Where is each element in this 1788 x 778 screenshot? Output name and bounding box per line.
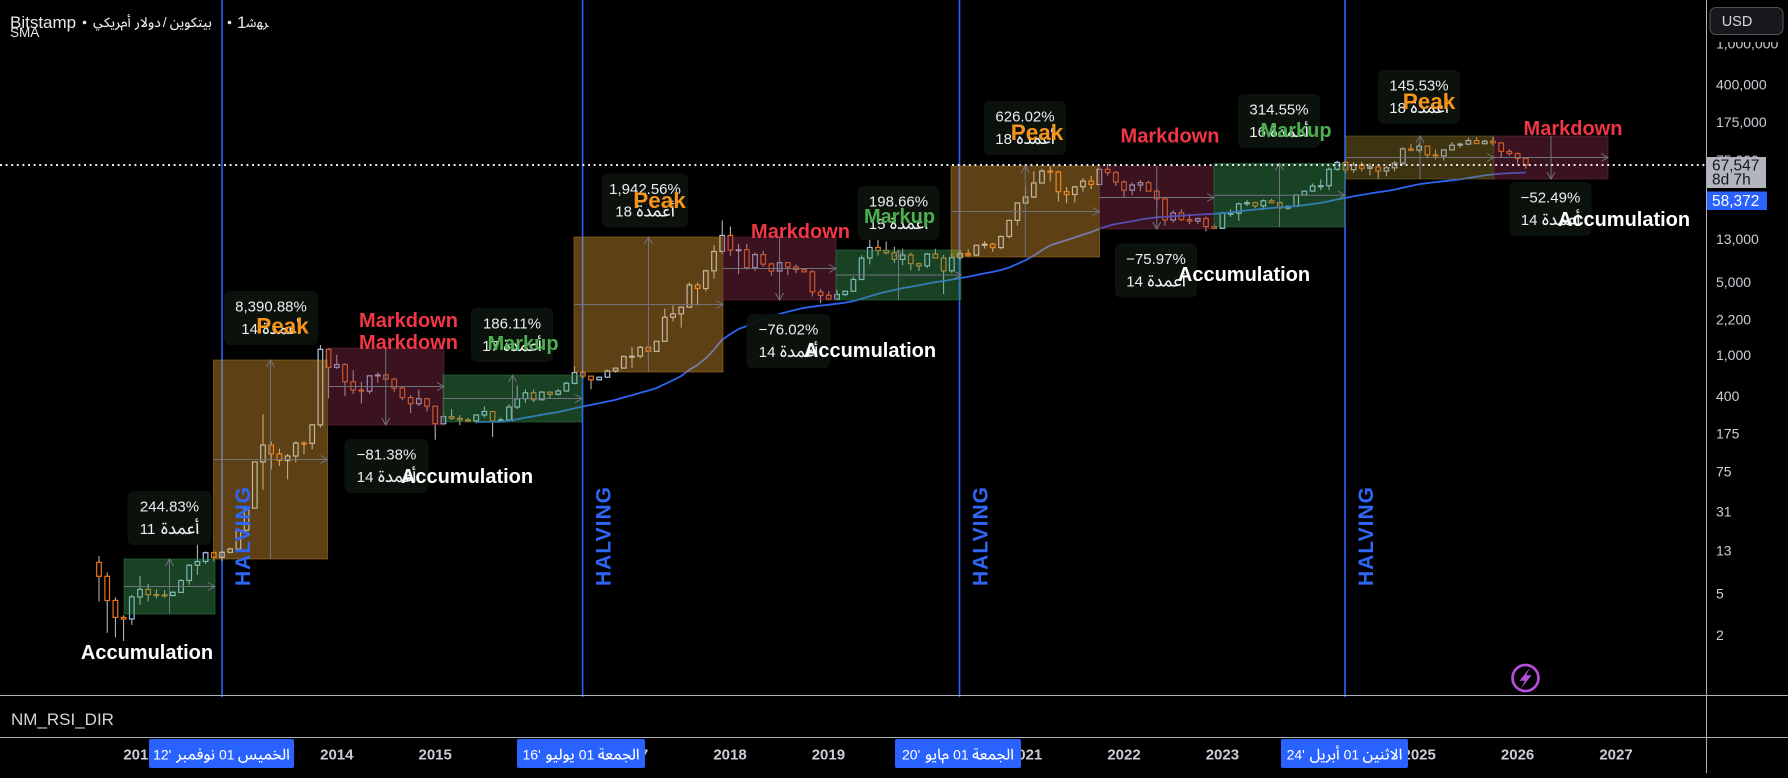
svg-text:Accumulation: Accumulation: [81, 642, 213, 664]
svg-text:HALVING: HALVING: [970, 486, 993, 586]
svg-text:Peak: Peak: [1403, 89, 1456, 114]
svg-text:58,372: 58,372: [1712, 193, 1759, 210]
svg-text:314.55%: 314.55%: [1249, 102, 1308, 119]
svg-text:USD: USD: [1722, 14, 1753, 30]
svg-text:8d 7h: 8d 7h: [1712, 172, 1751, 189]
svg-text:17: 17: [482, 338, 499, 355]
svg-text:11: 11: [140, 521, 156, 538]
svg-text:Accumulation: Accumulation: [401, 466, 533, 488]
svg-text:01: 01: [579, 747, 595, 763]
svg-text:75: 75: [1716, 464, 1732, 480]
svg-text:−52.49%: −52.49%: [1521, 190, 1581, 207]
svg-text:13,000: 13,000: [1716, 231, 1759, 247]
svg-text:145.53%: 145.53%: [1389, 78, 1448, 95]
svg-text:Markdown: Markdown: [1524, 118, 1623, 140]
svg-text:2027: 2027: [1599, 747, 1632, 764]
svg-text:2015: 2015: [419, 747, 452, 764]
svg-text:−76.02%: −76.02%: [759, 322, 819, 339]
svg-text:400,000: 400,000: [1716, 77, 1767, 93]
svg-text:2019: 2019: [812, 747, 845, 764]
svg-text:67,547: 67,547: [1712, 158, 1759, 175]
svg-text:2: 2: [1716, 627, 1724, 643]
svg-text:HALVING: HALVING: [1355, 486, 1378, 586]
svg-text:Markdown: Markdown: [359, 310, 458, 332]
svg-text:HALVING: HALVING: [593, 486, 616, 586]
svg-text:SMA: SMA: [10, 25, 39, 40]
svg-text:1: 1: [237, 13, 246, 32]
svg-text:198.66%: 198.66%: [869, 194, 928, 211]
svg-text:2025: 2025: [1403, 747, 1436, 764]
svg-text:20': 20': [902, 747, 920, 763]
svg-text:Markup: Markup: [1260, 120, 1331, 142]
svg-text:14: 14: [759, 344, 776, 361]
svg-text:Peak: Peak: [633, 188, 686, 213]
svg-text:16: 16: [1249, 124, 1266, 141]
svg-text:175,000: 175,000: [1716, 114, 1767, 130]
svg-text:01: 01: [1344, 747, 1360, 763]
svg-text:14: 14: [1521, 212, 1538, 229]
svg-text:NM_RSI_DIR: NM_RSI_DIR: [11, 710, 114, 729]
svg-text:Markdown: Markdown: [1121, 126, 1220, 148]
svg-text:Markdown: Markdown: [751, 221, 850, 243]
svg-text:2023: 2023: [1206, 747, 1239, 764]
svg-text:1,000: 1,000: [1716, 347, 1751, 363]
svg-text:18: 18: [615, 204, 632, 221]
svg-text:175: 175: [1716, 425, 1740, 441]
svg-text:2022: 2022: [1107, 747, 1140, 764]
svg-text:244.83%: 244.83%: [140, 499, 199, 516]
svg-text:5: 5: [1716, 586, 1724, 602]
svg-text:15: 15: [869, 216, 886, 233]
svg-text:18: 18: [1389, 100, 1406, 117]
svg-text:16': 16': [523, 747, 541, 763]
svg-text:01: 01: [219, 747, 235, 763]
svg-text:400: 400: [1716, 388, 1740, 404]
svg-text:13: 13: [1716, 543, 1732, 559]
svg-text:1,942.56%: 1,942.56%: [609, 181, 681, 198]
svg-text:/: /: [163, 14, 167, 30]
svg-text:2026: 2026: [1501, 747, 1534, 764]
svg-text:14: 14: [241, 321, 258, 338]
svg-text:−81.38%: −81.38%: [357, 447, 417, 464]
svg-text:186.11%: 186.11%: [483, 316, 541, 333]
svg-text:−75.97%: −75.97%: [1126, 251, 1186, 268]
svg-text:Peak: Peak: [1011, 120, 1064, 145]
svg-text:5,000: 5,000: [1716, 274, 1751, 290]
svg-text:14: 14: [357, 469, 374, 486]
svg-text:2012: 2012: [123, 747, 156, 764]
svg-text:HALVING: HALVING: [232, 486, 255, 586]
svg-text:626.02%: 626.02%: [995, 109, 1054, 126]
svg-text:2014: 2014: [320, 747, 354, 764]
svg-text:01: 01: [953, 747, 969, 763]
svg-text:Markup: Markup: [864, 206, 935, 228]
svg-text:Peak: Peak: [256, 313, 309, 338]
svg-text:Accumulation: Accumulation: [804, 340, 936, 362]
svg-text:12': 12': [153, 747, 171, 763]
svg-text:31: 31: [1716, 503, 1732, 519]
svg-text:Accumulation: Accumulation: [1178, 264, 1310, 286]
svg-text:Markdown: Markdown: [359, 332, 458, 354]
svg-text:8,390.88%: 8,390.88%: [235, 299, 307, 316]
svg-text:Markup: Markup: [487, 333, 558, 355]
svg-text:Accumulation: Accumulation: [1558, 209, 1690, 231]
svg-text:Bitstamp: Bitstamp: [10, 13, 76, 32]
svg-text:18: 18: [995, 131, 1012, 148]
svg-text:24': 24': [1287, 747, 1305, 763]
svg-text:2018: 2018: [713, 747, 746, 764]
svg-text:2,200: 2,200: [1716, 311, 1751, 327]
svg-text:14: 14: [1126, 274, 1143, 291]
